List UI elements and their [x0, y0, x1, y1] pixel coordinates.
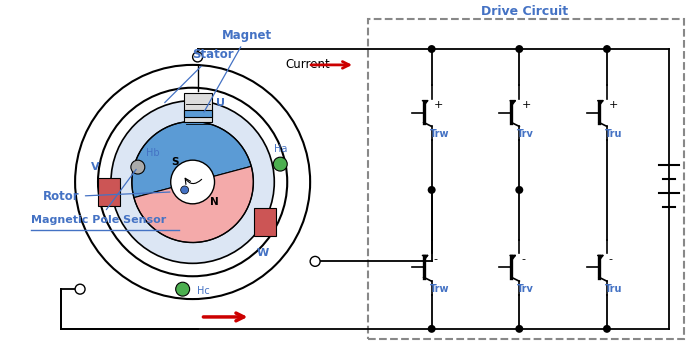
Circle shape: [75, 65, 310, 299]
Text: V: V: [91, 162, 100, 172]
Circle shape: [176, 282, 190, 296]
Circle shape: [192, 52, 203, 62]
Circle shape: [171, 160, 215, 204]
Text: +: +: [609, 100, 619, 110]
Circle shape: [516, 45, 523, 53]
Circle shape: [603, 45, 611, 53]
Circle shape: [181, 186, 189, 194]
Text: Trv: Trv: [518, 129, 534, 139]
Text: -: -: [434, 255, 437, 264]
Circle shape: [310, 256, 320, 266]
Wedge shape: [134, 166, 253, 243]
Circle shape: [98, 88, 287, 276]
Text: U: U: [215, 97, 224, 108]
Text: Drive Circuit: Drive Circuit: [481, 5, 568, 18]
Text: Hb: Hb: [146, 148, 159, 158]
Text: Trv: Trv: [518, 284, 534, 294]
Text: -: -: [609, 255, 613, 264]
Bar: [368, 19, 684, 339]
Text: Tru: Tru: [605, 129, 623, 139]
Circle shape: [111, 101, 274, 264]
Bar: [255, 208, 276, 236]
Text: Trw: Trw: [430, 284, 449, 294]
Text: Trw: Trw: [430, 129, 449, 139]
Text: +: +: [521, 100, 531, 110]
Circle shape: [428, 45, 436, 53]
Text: Magnet: Magnet: [204, 29, 273, 112]
Text: S: S: [171, 157, 179, 167]
Text: Current: Current: [285, 58, 330, 71]
Wedge shape: [132, 121, 251, 198]
Circle shape: [516, 325, 523, 333]
Text: W: W: [256, 248, 268, 258]
Text: Tru: Tru: [605, 284, 623, 294]
Text: Rotor: Rotor: [43, 190, 170, 203]
Text: -: -: [521, 255, 525, 264]
Text: Stator: Stator: [165, 48, 233, 103]
Text: Hc: Hc: [197, 286, 210, 296]
Circle shape: [516, 186, 523, 194]
Text: Ha: Ha: [273, 144, 287, 154]
Circle shape: [75, 284, 85, 294]
Bar: [98, 178, 120, 206]
Text: +: +: [434, 100, 443, 110]
Circle shape: [428, 325, 436, 333]
Circle shape: [131, 160, 145, 174]
Text: Magnetic Pole Sensor: Magnetic Pole Sensor: [31, 169, 167, 225]
Text: N: N: [210, 197, 219, 207]
Bar: [183, 109, 212, 117]
Circle shape: [603, 325, 611, 333]
Bar: [183, 93, 212, 122]
Circle shape: [273, 157, 287, 171]
Circle shape: [428, 186, 436, 194]
